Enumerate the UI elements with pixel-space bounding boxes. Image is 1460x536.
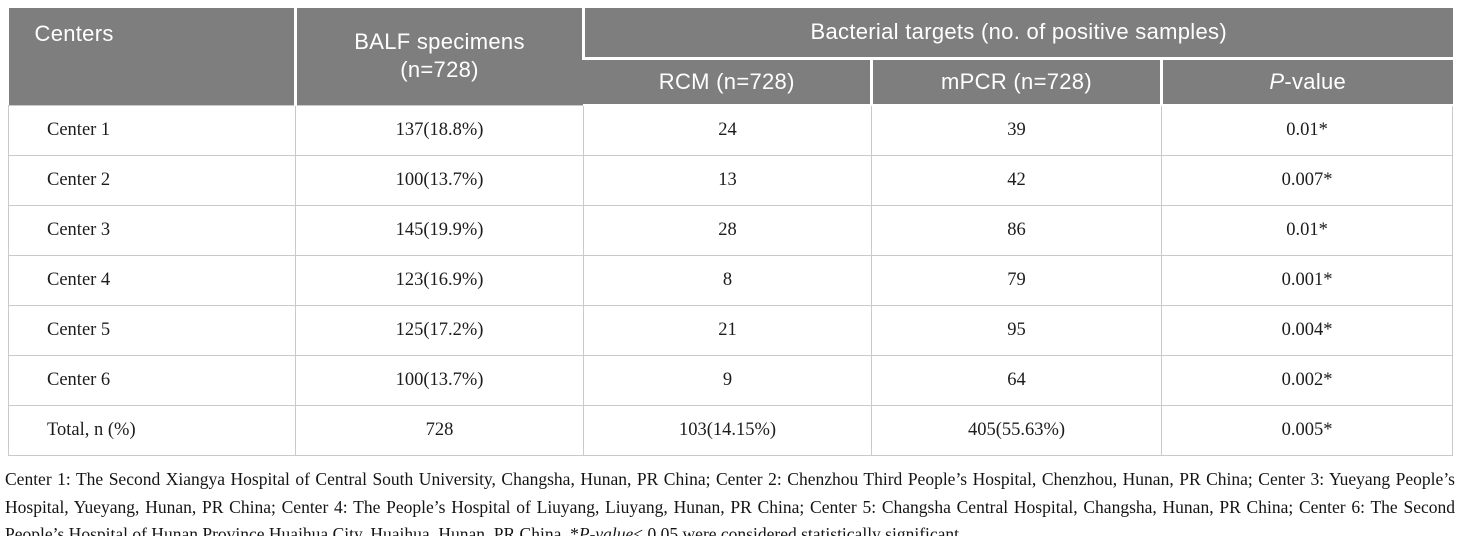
cell-p-value: 0.01* [1160,104,1454,156]
cell-balf: 125(17.2%) [295,305,584,356]
cell-mpcr: 64 [871,355,1162,406]
table-row-total: Total, n (%) 728 103(14.15%) 405(55.63%)… [8,405,1454,456]
cell-balf: 145(19.9%) [295,205,584,256]
table-row-center-4: Center 4 123(16.9%) 8 79 0.001* [8,255,1454,306]
cell-center-name: Center 2 [8,155,296,206]
header-row-2: RCM (n=728) mPCR (n=728) P-value [9,58,1453,106]
header-mpcr: mPCR (n=728) [870,58,1162,106]
header-balf-line2: (n=728) [400,57,479,83]
footnote-p-value-italic: P-value [578,524,634,536]
cell-rcm: 21 [583,305,872,356]
header-centers: Centers [8,8,296,105]
header-bacterial-targets: Bacterial targets (no. of positive sampl… [581,8,1453,60]
table-row-center-1: Center 1 137(18.8%) 24 39 0.01* [8,104,1454,156]
cell-p-value: 0.001* [1160,255,1454,306]
cell-center-name: Center 5 [8,305,296,356]
table-row-center-3: Center 3 145(19.9%) 28 86 0.01* [8,205,1454,256]
cell-mpcr-total: 405(55.63%) [871,405,1162,456]
cell-center-name: Center 1 [8,104,296,156]
header-p-value: P-value [1159,58,1453,106]
header-balf-line1: BALF specimens [354,29,525,55]
p-value-rest: -value [1284,68,1347,94]
footnote-text: Center 1: The Second Xiangya Hospital of… [5,469,1455,536]
cell-center-name: Center 3 [8,205,296,256]
cell-rcm: 9 [583,355,872,406]
table-body: Center 1 137(18.8%) 24 39 0.01* Center 2… [8,104,1454,456]
cell-balf: 100(13.7%) [295,155,584,206]
cell-mpcr: 39 [871,104,1162,156]
cell-rcm-total: 103(14.15%) [583,405,872,456]
cell-p-value: 0.007* [1160,155,1454,206]
cell-balf: 123(16.9%) [295,255,584,306]
table-header: Centers BALF specimens (n=728) Bacterial… [8,8,1453,106]
cell-rcm: 8 [583,255,872,306]
multicenter-results-table: Centers BALF specimens (n=728) Bacterial… [8,8,1454,456]
cell-center-name: Center 6 [8,355,296,406]
cell-rcm: 28 [583,205,872,256]
cell-total-label: Total, n (%) [8,405,296,456]
cell-mpcr: 79 [871,255,1162,306]
table-row-center-6: Center 6 100(13.7%) 9 64 0.002* [8,355,1454,406]
p-value-italic-p: P [1269,68,1285,94]
header-rcm: RCM (n=728) [583,58,872,106]
header-row-1: Centers BALF specimens (n=728) Bacterial… [8,8,1453,105]
cell-p-value: 0.002* [1160,355,1454,406]
cell-rcm: 13 [583,155,872,206]
table-row-center-5: Center 5 125(17.2%) 21 95 0.004* [8,305,1454,356]
cell-balf: 137(18.8%) [295,104,584,156]
cell-p-value: 0.004* [1160,305,1454,356]
table-footnote: Center 1: The Second Xiangya Hospital of… [5,466,1455,536]
cell-p-value: 0.01* [1160,205,1454,256]
cell-p-value-total: 0.005* [1160,405,1454,456]
cell-center-name: Center 4 [8,255,296,306]
table-row-center-2: Center 2 100(13.7%) 13 42 0.007* [8,155,1454,206]
cell-mpcr: 86 [871,205,1162,256]
cell-balf-total: 728 [295,405,584,456]
footnote-significance-text: < 0.05 were considered statistically sig… [633,524,964,536]
footnote-significance-star: * [570,524,579,536]
header-balf-specimens: BALF specimens (n=728) [294,8,584,105]
cell-balf: 100(13.7%) [295,355,584,406]
cell-rcm: 24 [583,104,872,156]
cell-mpcr: 95 [871,305,1162,356]
cell-mpcr: 42 [871,155,1162,206]
